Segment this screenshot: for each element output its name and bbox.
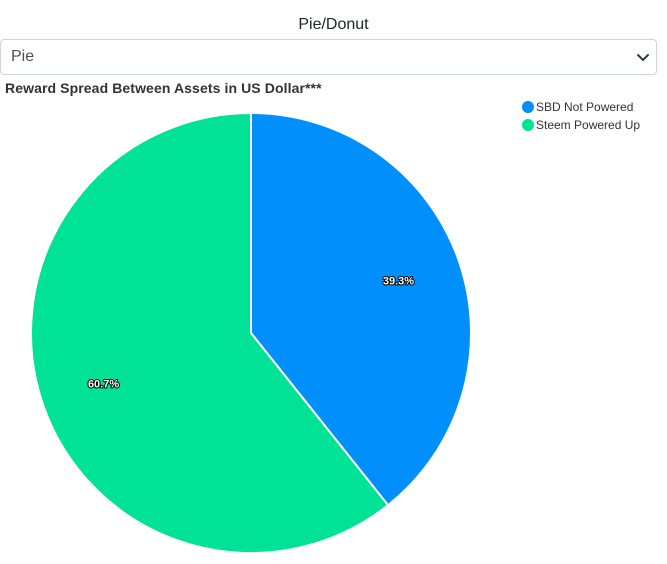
legend-swatch-sbd-not-powered: [522, 101, 534, 113]
chart-type-select-value: Pie: [11, 48, 35, 65]
chevron-down-icon: [637, 54, 649, 61]
legend-label-steem-powered-up: Steem Powered Up: [536, 118, 641, 132]
slice-label-steem-powered-up: 60.7%: [88, 378, 119, 390]
slice-label-sbd-not-powered: 39.3%: [383, 275, 414, 287]
legend-item-steem-powered-up[interactable]: Steem Powered Up: [522, 116, 640, 134]
pie-slice-sbd-not-powered[interactable]: [250, 111, 472, 507]
legend-swatch-steem-powered-up: [522, 119, 534, 131]
chart-title: Reward Spread Between Assets in US Dolla…: [5, 80, 322, 96]
chart-type-select[interactable]: Pie: [0, 39, 657, 75]
legend-label-sbd-not-powered: SBD Not Powered: [536, 100, 634, 114]
legend-item-sbd-not-powered[interactable]: SBD Not Powered: [522, 98, 640, 116]
chart-legend: SBD Not Powered Steem Powered Up: [522, 98, 640, 134]
chart-type-label: Pie/Donut: [298, 16, 369, 33]
pie-slice-steem-powered-up[interactable]: [30, 111, 390, 554]
